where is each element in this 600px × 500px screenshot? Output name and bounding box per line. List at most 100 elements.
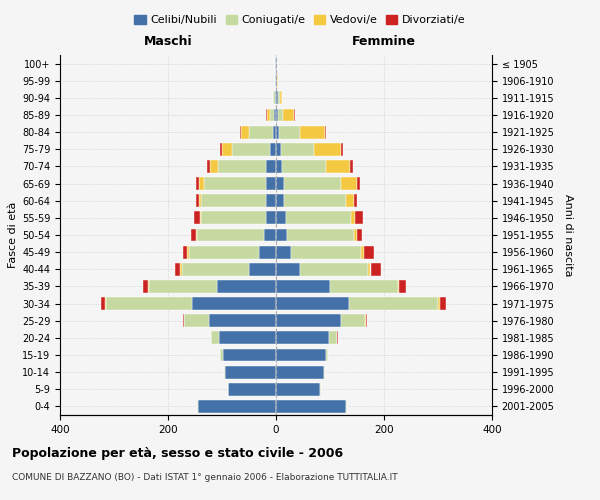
Bar [350, 212, 355, 224]
Bar [196, 177, 199, 190]
Bar [241, 126, 249, 138]
Bar [326, 348, 328, 362]
Bar [199, 194, 202, 207]
Bar [220, 332, 276, 344]
Bar [266, 194, 276, 207]
Bar [276, 228, 287, 241]
Bar [204, 177, 266, 190]
Bar [281, 143, 314, 156]
Bar [266, 177, 276, 190]
Bar [276, 212, 286, 224]
Bar [240, 126, 241, 138]
Bar [355, 212, 363, 224]
Bar [276, 366, 323, 378]
Bar [278, 126, 301, 138]
Bar [187, 246, 188, 258]
Bar [276, 383, 320, 396]
Bar [274, 108, 276, 122]
Bar [275, 92, 276, 104]
Bar [202, 194, 266, 207]
Bar [325, 126, 326, 138]
Bar [202, 212, 266, 224]
Bar [143, 280, 148, 293]
Bar [266, 108, 268, 122]
Bar [361, 246, 364, 258]
Bar [274, 92, 275, 104]
Bar [224, 366, 225, 378]
Text: COMUNE DI BAZZANO (BO) - Dati ISTAT 1° gennaio 2006 - Elaborazione TUTTITALIA.IT: COMUNE DI BAZZANO (BO) - Dati ISTAT 1° g… [12, 472, 398, 482]
Bar [183, 246, 187, 258]
Bar [357, 177, 360, 190]
Bar [266, 160, 276, 173]
Bar [291, 246, 361, 258]
Bar [270, 108, 274, 122]
Bar [276, 332, 329, 344]
Bar [276, 297, 349, 310]
Bar [276, 263, 301, 276]
Bar [438, 297, 440, 310]
Bar [354, 228, 357, 241]
Bar [301, 126, 325, 138]
Bar [209, 314, 276, 327]
Bar [349, 297, 438, 310]
Bar [249, 263, 276, 276]
Bar [105, 297, 106, 310]
Bar [198, 400, 276, 413]
Bar [368, 263, 370, 276]
Bar [211, 332, 220, 344]
Bar [329, 332, 337, 344]
Y-axis label: Anni di nascita: Anni di nascita [563, 194, 572, 276]
Bar [249, 126, 274, 138]
Bar [232, 143, 269, 156]
Bar [283, 160, 326, 173]
Bar [286, 212, 350, 224]
Bar [350, 160, 353, 173]
Bar [181, 263, 182, 276]
Bar [323, 366, 325, 378]
Bar [101, 297, 105, 310]
Bar [148, 280, 149, 293]
Bar [193, 297, 276, 310]
Bar [225, 366, 276, 378]
Bar [269, 143, 276, 156]
Bar [199, 177, 204, 190]
Bar [182, 314, 184, 327]
Bar [301, 263, 368, 276]
Bar [287, 228, 354, 241]
Text: Popolazione per età, sesso e stato civile - 2006: Popolazione per età, sesso e stato civil… [12, 448, 343, 460]
Bar [223, 348, 276, 362]
Bar [276, 126, 278, 138]
Bar [276, 348, 326, 362]
Bar [266, 212, 276, 224]
Bar [284, 194, 346, 207]
Bar [175, 263, 181, 276]
Bar [209, 160, 218, 173]
Bar [341, 143, 343, 156]
Bar [276, 280, 330, 293]
Bar [218, 160, 266, 173]
Bar [276, 400, 346, 413]
Bar [276, 246, 291, 258]
Bar [354, 194, 357, 207]
Bar [341, 177, 357, 190]
Bar [276, 108, 278, 122]
Bar [220, 348, 223, 362]
Bar [182, 263, 249, 276]
Bar [280, 92, 283, 104]
Bar [276, 160, 283, 173]
Bar [274, 126, 276, 138]
Bar [197, 228, 264, 241]
Bar [276, 194, 284, 207]
Bar [440, 297, 446, 310]
Bar [276, 92, 278, 104]
Bar [364, 246, 374, 258]
Bar [200, 212, 202, 224]
Bar [283, 108, 294, 122]
Bar [294, 108, 295, 122]
Bar [341, 314, 365, 327]
Bar [220, 143, 222, 156]
Bar [229, 383, 276, 396]
Text: Maschi: Maschi [143, 35, 193, 48]
Bar [217, 280, 276, 293]
Bar [264, 228, 276, 241]
